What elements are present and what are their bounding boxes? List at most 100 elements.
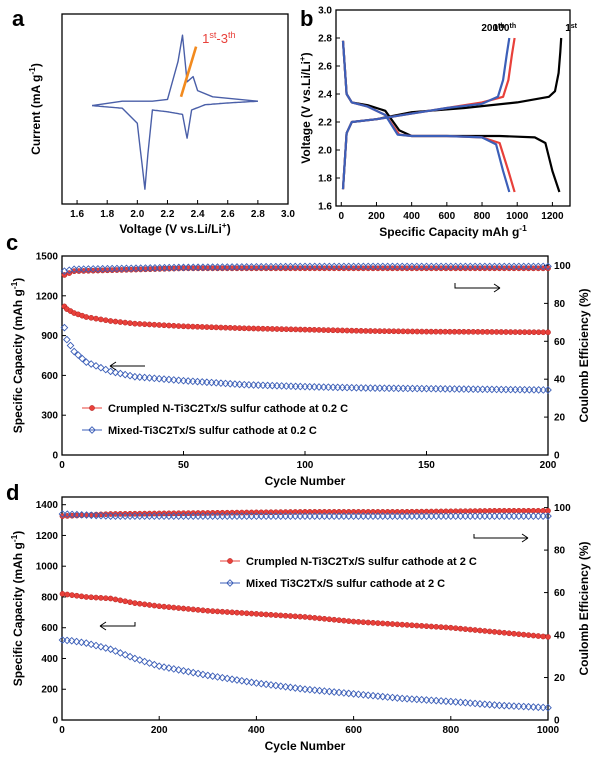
panel-d-capacity-point: [297, 613, 303, 620]
panel-d-legend-label-0: Crumpled N-Ti3C2Tx/S sulfur cathode at 2…: [246, 556, 477, 568]
panel-d-capacity-point: [268, 611, 274, 618]
panel-c-capacity-point: [366, 384, 375, 392]
panel-c-capacity-point: [169, 376, 178, 384]
panel-c-capacity-point: [455, 385, 464, 393]
panel-d-capacity-point: [393, 694, 402, 702]
panel-c-capacity-point: [372, 328, 378, 334]
panel-d-efficiency-point: [355, 509, 362, 515]
panel-c-capacity-point: [260, 325, 266, 332]
panel-c-capacity-point: [389, 384, 398, 393]
panel-c-capacity-point: [403, 384, 412, 393]
panel-c-capacity-point: [325, 327, 332, 333]
panel-d-capacity-point: [218, 673, 227, 682]
panel-c-legend-label-0: Crumpled N-Ti3C2Tx/S sulfur cathode at 0…: [108, 403, 348, 415]
panel-c-capacity-point: [311, 326, 318, 333]
panel-c-capacity-point: [320, 327, 327, 333]
panel-c-capacity-point: [358, 328, 364, 334]
panel-d-capacity-point: [409, 622, 415, 629]
panel-c-axis-arrow-1: [454, 283, 501, 293]
panel-d-legend-marker-1: [226, 579, 234, 587]
panel-c-y2-tick-label-0: 0: [554, 451, 560, 462]
panel-c-capacity-point: [180, 323, 187, 330]
panel-c-capacity-point: [175, 323, 182, 329]
panel-d-capacity-point: [404, 622, 410, 628]
panel-c-capacity-point: [92, 362, 100, 370]
panel-d-capacity-point: [345, 618, 352, 624]
panel-d-letter: d: [6, 480, 19, 505]
panel-d-capacity-point: [344, 689, 353, 698]
panel-c-capacity-point: [87, 360, 95, 368]
panel-d-y2label: Coulomb Efficiency (%): [577, 541, 591, 675]
panel-d-capacity-point: [428, 623, 435, 630]
panel-c-capacity-point: [274, 326, 280, 332]
panel-c-capacity-point: [310, 383, 319, 391]
panel-d-capacity-point: [306, 685, 314, 694]
panel-d-capacity-point: [481, 628, 488, 634]
panel-c-capacity-point: [189, 323, 196, 330]
panel-c-capacity-point: [66, 341, 75, 350]
panel-c-capacity-point: [375, 384, 384, 392]
panel-d-capacity-point: [432, 696, 441, 705]
panel-c-capacity-point: [526, 329, 533, 336]
panel-c-capacity-point: [483, 385, 492, 394]
panel-d-capacity-point: [112, 596, 119, 603]
panel-d-capacity-point: [169, 665, 178, 673]
panel-d-capacity-point: [422, 696, 431, 704]
panel-c-capacity-point: [278, 326, 285, 332]
panel-d-capacity-point: [209, 608, 216, 614]
panel-c-xtick-label-1: 50: [178, 460, 190, 471]
panel-c-capacity-point: [502, 385, 510, 394]
panel-c-capacity-point: [413, 384, 421, 393]
panel-c-y-tick-label-0: 0: [52, 451, 58, 462]
panel-b-y-tick-label-5: 2.6: [318, 62, 332, 73]
panel-d-capacity-point: [486, 628, 493, 635]
panel-d-efficiency-point: [544, 512, 552, 520]
panel-d-capacity-point: [272, 681, 280, 690]
panel-d-capacity-point: [58, 636, 67, 644]
panel-d-capacity-point: [63, 636, 71, 645]
panel-c-capacity-point: [111, 368, 120, 377]
panel-d-capacity-point: [160, 663, 168, 671]
panel-c-capacity-point: [534, 386, 543, 394]
panel-c-capacity-point: [423, 328, 430, 335]
panel-c-y-tick-label-1: 300: [41, 411, 58, 422]
panel-c-capacity-point: [305, 382, 314, 391]
panel-d-capacity-point: [423, 623, 430, 630]
panel-d-y2-tick-label-4: 80: [554, 546, 566, 557]
panel-d-capacity-point: [519, 702, 528, 711]
panel-d-capacity-point: [388, 693, 397, 702]
panel-c-ylabel: Specific Capacity (mAh g-1): [9, 278, 25, 434]
panel-c-capacity-point: [460, 385, 468, 393]
panel-c-capacity-point: [315, 383, 323, 391]
panel-c-capacity-point: [106, 367, 115, 376]
panel-d-xlabel: Cycle Number: [265, 739, 346, 753]
panel-d-efficiency-point: [58, 510, 67, 518]
panel-b-xlabel: Specific Capacity mAh g-1: [379, 223, 527, 239]
panel-c-capacity-point: [428, 328, 435, 335]
panel-d-capacity-point: [311, 615, 318, 621]
panel-c-capacity-point: [506, 385, 515, 394]
panel-c-capacity-point: [184, 377, 193, 385]
panel-b-xtick-label-3: 600: [438, 211, 455, 222]
panel-d-capacity-point: [461, 698, 470, 707]
panel-d-capacity-point: [437, 697, 445, 705]
panel-d-capacity-point: [316, 615, 323, 622]
panel-d-capacity-point: [78, 593, 85, 600]
panel-c-capacity-point: [417, 384, 426, 393]
panel-d-capacity-point: [452, 625, 459, 632]
panel-c-capacity-point: [98, 316, 104, 323]
panel-d-capacity-point: [359, 690, 368, 699]
panel-d-capacity-point: [301, 685, 309, 694]
panel-c-capacity-point: [112, 318, 119, 325]
panel-d-efficiency-point: [87, 511, 96, 520]
panel-c-capacity-point: [179, 376, 188, 385]
panel-c-capacity-point: [465, 328, 472, 335]
panel-c-capacity-point: [511, 385, 520, 394]
panel-d-capacity-point: [446, 697, 455, 706]
panel-d-capacity-point: [491, 629, 498, 635]
panel-d-capacity-point: [511, 630, 517, 637]
panel-c-capacity-point: [207, 378, 216, 387]
panel-c-capacity-point: [146, 321, 153, 328]
panel-c-capacity-point: [269, 326, 276, 332]
